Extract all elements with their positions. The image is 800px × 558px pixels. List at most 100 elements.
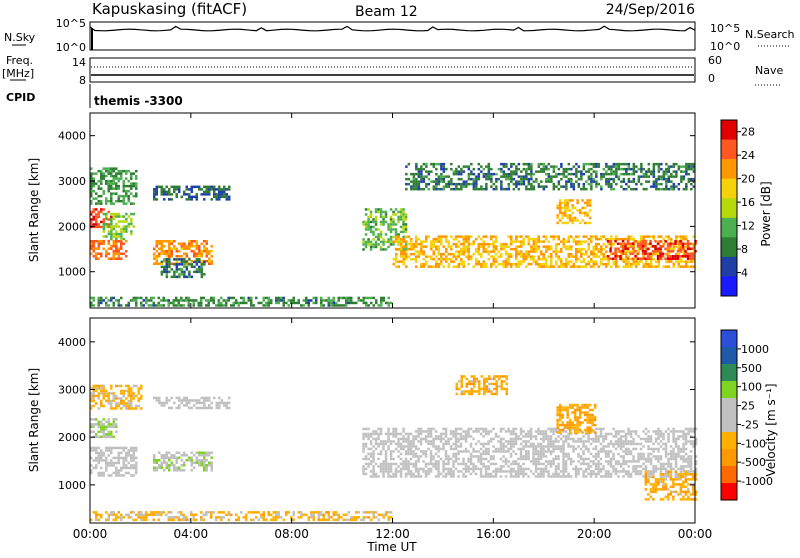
data-cell [135,462,138,465]
data-cell [653,163,656,166]
data-cell [367,221,370,224]
data-cell [108,248,111,251]
data-cell [375,236,378,239]
data-cell [603,258,606,261]
data-cell [523,243,526,246]
data-cell [108,516,111,519]
data-cell [563,263,566,266]
data-cell [437,435,440,438]
data-cell [500,443,503,446]
data-cell [427,433,430,436]
data-cell [171,240,174,243]
data-cell [133,225,136,228]
data-cell [495,470,498,473]
data-cell [652,245,655,248]
data-cell [553,168,556,171]
data-cell [627,430,630,433]
data-cell [683,178,686,181]
data-cell [653,253,656,256]
data-cell [553,175,556,178]
data-cell [622,440,625,443]
data-cell [445,473,448,476]
data-cell [130,397,133,400]
data-cell [463,185,466,188]
data-cell [517,473,520,476]
data-cell [576,219,579,222]
data-cell [540,455,543,458]
data-cell [568,163,571,166]
data-cell [223,404,226,407]
data-cell [395,248,398,251]
data-cell [465,183,468,186]
data-cell [110,387,113,390]
data-cell [475,428,478,431]
data-cell [405,213,408,216]
data-cell [328,304,331,307]
data-cell [440,173,443,176]
data-cell [161,467,164,470]
data-cell [345,297,348,300]
data-cell [625,463,628,466]
data-cell [600,430,603,433]
data-cell [188,188,191,191]
data-cell [569,199,572,202]
data-cell [445,185,448,188]
data-cell [562,455,565,458]
data-cell [587,438,590,441]
data-cell [590,235,593,238]
data-cell [520,430,523,433]
data-cell [226,193,229,196]
data-cell [430,468,433,471]
data-cell [310,516,313,519]
data-cell [510,430,513,433]
data-cell [690,183,693,186]
data-cell [153,253,156,256]
data-cell [100,472,103,475]
data-cell [587,468,590,471]
data-cell [495,185,498,188]
data-cell [120,457,123,460]
data-cell [168,261,171,264]
data-cell [415,430,418,433]
data-cell [500,245,503,248]
data-cell [455,183,458,186]
data-cell [113,235,116,238]
data-cell [420,178,423,181]
data-cell [627,440,630,443]
data-cell [118,180,121,183]
data-cell [586,214,589,217]
data-cell [100,195,103,198]
data-cell [113,167,116,170]
data-cell [153,297,156,300]
data-cell [345,519,348,522]
data-cell [133,459,136,462]
data-cell [622,450,625,453]
data-cell [115,462,118,465]
data-cell [530,258,533,261]
data-cell [535,430,538,433]
data-cell [500,168,503,171]
data-cell [338,299,341,302]
data-cell [188,402,191,405]
data-cell [435,475,438,478]
data-cell [120,238,123,241]
data-cell [615,263,618,266]
data-cell [617,445,620,448]
data-cell [515,453,518,456]
data-cell [645,263,648,266]
data-cell [683,170,686,173]
data-cell [480,170,483,173]
data-cell [118,187,121,190]
data-cell [440,165,443,168]
data-cell [103,385,106,388]
data-cell [564,207,567,210]
data-cell [561,202,564,205]
data-cell [248,297,251,300]
data-cell [573,165,576,168]
data-cell [689,258,692,261]
data-cell [577,470,580,473]
data-cell [118,225,121,228]
data-cell [525,440,528,443]
data-cell [542,453,545,456]
data-cell [613,180,616,183]
